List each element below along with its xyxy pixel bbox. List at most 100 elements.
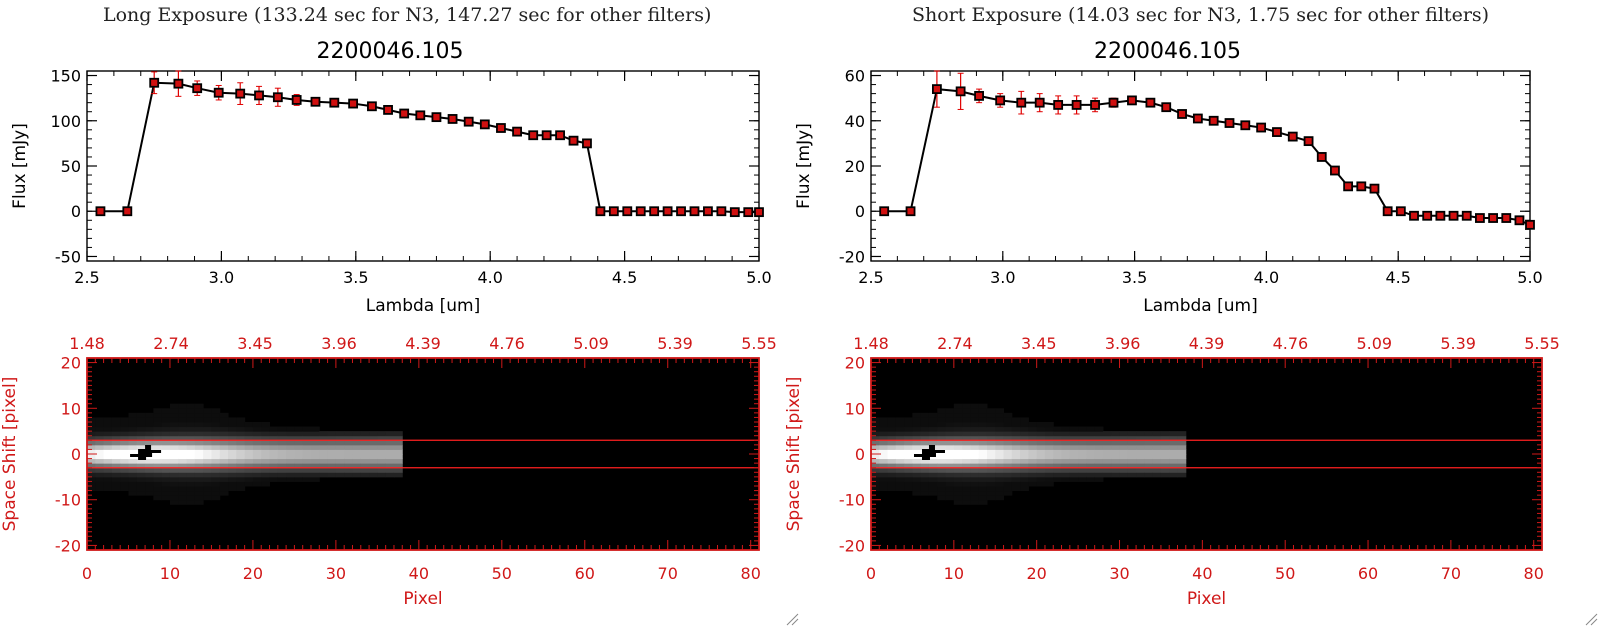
signal-cell [219, 417, 229, 423]
signal-cell [87, 440, 96, 446]
data-point [1287, 131, 1298, 142]
signal-cell [871, 435, 880, 441]
signal-cell [945, 486, 955, 492]
data-point [1272, 127, 1282, 137]
signal-cell [236, 476, 246, 482]
signal-cell [986, 481, 996, 487]
signal-cell [978, 417, 988, 423]
signal-cell [1136, 463, 1145, 469]
data-point [479, 119, 490, 130]
data-point [1448, 210, 1459, 221]
data-point [1525, 219, 1535, 230]
signal-cell [194, 499, 204, 505]
signal-cell [1111, 458, 1121, 464]
signal-cell [311, 463, 320, 469]
signal-cell [252, 458, 262, 464]
signal-cell [87, 463, 96, 469]
signal-cell [186, 486, 196, 492]
signal-cell [1036, 426, 1046, 432]
signal-cell [103, 467, 113, 473]
data-point [1016, 97, 1027, 108]
signal-cell [136, 476, 146, 482]
signal-cell [970, 495, 980, 501]
signal-cell [879, 444, 889, 450]
signal-cell [194, 490, 204, 496]
signal-cell [1127, 440, 1137, 446]
data-point [1395, 206, 1406, 217]
signal-cell [211, 481, 221, 487]
pixel-tick-label: 50 [492, 564, 512, 583]
signal-cell [1136, 449, 1145, 455]
signal-cell [219, 422, 229, 428]
signal-cell [978, 490, 988, 496]
signal-cell [128, 431, 138, 437]
signal-cell [145, 476, 154, 482]
signal-cell [904, 435, 913, 441]
signal-cell [385, 431, 395, 437]
resize-grip-left[interactable] [785, 612, 799, 626]
signal-cell [1078, 431, 1087, 437]
signal-cell [1061, 449, 1071, 455]
signal-cell [1036, 422, 1046, 428]
signal-cell [1152, 467, 1162, 473]
signal-cell [1028, 431, 1038, 437]
signal-cell [186, 412, 196, 418]
signal-cell [937, 476, 947, 482]
signal-cell [978, 472, 988, 478]
signal-cell [1119, 435, 1129, 441]
signal-cell [1111, 440, 1121, 446]
signal-cell [953, 435, 963, 441]
signal-cell [970, 417, 980, 423]
wavelength-tick-label: 3.96 [1105, 334, 1141, 353]
signal-cell [236, 435, 246, 441]
signal-cell [87, 422, 96, 428]
signal-cell [228, 435, 237, 441]
signal-cell [937, 408, 947, 414]
signal-cell [1177, 449, 1187, 455]
signal-cell [912, 449, 922, 455]
signal-cell [1061, 467, 1071, 473]
signal-cell [261, 458, 271, 464]
signal-cell [1152, 435, 1162, 441]
signal-cell [1094, 467, 1104, 473]
signal-cell [103, 440, 113, 446]
data-point [955, 86, 966, 97]
signal-cell [286, 454, 295, 460]
signal-cell [311, 449, 320, 455]
signal-cell [1028, 440, 1038, 446]
signal-cell [252, 444, 262, 450]
signal-cell [120, 463, 129, 469]
data-point [689, 206, 700, 217]
signal-cell [895, 481, 905, 487]
signal-cell [970, 440, 980, 446]
signal-cell [352, 472, 362, 478]
signal-cell [1119, 449, 1129, 455]
signal-cell [236, 481, 246, 487]
signal-cell [87, 472, 96, 478]
signal-cell [286, 458, 295, 464]
signal-cell [962, 426, 971, 432]
resize-grip-right[interactable] [1584, 612, 1598, 626]
data-point [173, 78, 184, 89]
signal-cell [970, 490, 980, 496]
signal-cell [1119, 458, 1129, 464]
shift-tick-label: 10 [845, 399, 865, 418]
signal-cell [1127, 454, 1137, 460]
signal-cell [302, 426, 312, 432]
signal-cell [945, 495, 955, 501]
signal-cell [1111, 472, 1121, 478]
signal-cell [311, 426, 320, 432]
signal-cell [111, 426, 121, 432]
signal-cell [186, 472, 196, 478]
signal-cell [186, 495, 196, 501]
signal-cell [203, 408, 212, 414]
signal-cell [1011, 463, 1021, 469]
signal-cell [1094, 454, 1104, 460]
signal-cell [962, 486, 971, 492]
signal-cell [311, 467, 320, 473]
signal-cell [244, 467, 254, 473]
signal-cell [928, 417, 938, 423]
signal-cell [1028, 481, 1038, 487]
signal-cell [1053, 472, 1063, 478]
signal-cell [385, 454, 395, 460]
